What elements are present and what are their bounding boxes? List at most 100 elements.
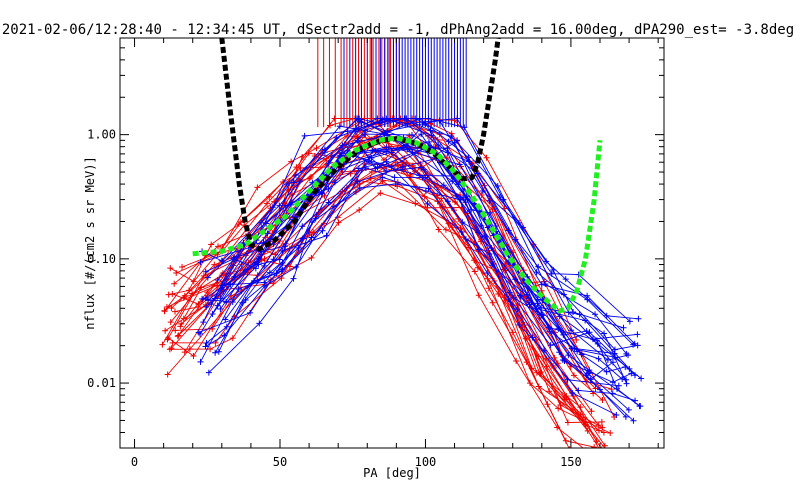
blue-data-point (296, 178, 303, 185)
chart-title: 2021-02-06/12:28:40 - 12:34:45 UT, dSect… (2, 22, 794, 38)
x-axis-label: PA [deg] (363, 466, 421, 480)
red-data-point (335, 219, 342, 226)
red-data-point (215, 243, 222, 250)
red-data-point (161, 308, 168, 315)
blue-data-point (352, 128, 359, 135)
blue-data-point (638, 375, 645, 382)
blue-data-point (204, 274, 211, 281)
red-data-point (406, 132, 413, 139)
blue-data-point (623, 376, 630, 383)
blue-data-point (344, 147, 351, 154)
blue-data-point (419, 174, 426, 181)
x-tick-label: 150 (560, 455, 582, 469)
blue-data-point (205, 369, 212, 376)
blue-data-point (379, 174, 386, 181)
red-data-point (475, 292, 482, 299)
blue-data-point (550, 267, 557, 274)
blue-data-point (565, 352, 572, 359)
red-data-point (186, 345, 193, 352)
blue-data-point (576, 311, 583, 318)
red-data-point (599, 396, 606, 403)
red-data-point (171, 308, 178, 315)
red-data-point (311, 152, 318, 159)
blue-data-point (247, 309, 254, 316)
blue-data-point (541, 347, 548, 354)
blue-data-point (408, 131, 415, 138)
blue-data-point (451, 139, 458, 146)
blue-series-line (202, 147, 614, 380)
red-data-point (543, 363, 550, 370)
blue-data-point (635, 315, 642, 322)
blue-data-point (269, 204, 276, 211)
red-data-point (577, 411, 584, 418)
red-data-point (608, 386, 615, 393)
blue-data-point (512, 276, 519, 283)
blue-data-point (383, 158, 390, 165)
blue-data-point (239, 299, 246, 306)
blue-data-point (369, 147, 376, 154)
red-data-point (306, 175, 313, 182)
blue-data-point (276, 202, 283, 209)
red-data-point (607, 430, 614, 437)
blue-data-point (424, 200, 431, 207)
red-data-point (178, 320, 185, 327)
red-data-point (169, 290, 176, 297)
blue-data-point (547, 342, 554, 349)
blue-data-point (374, 115, 381, 122)
blue-data-point (392, 181, 399, 188)
red-data-point (356, 207, 363, 214)
blue-data-point (535, 263, 542, 270)
red-data-point (377, 190, 384, 197)
blue-data-point (479, 187, 486, 194)
red-data-point (167, 265, 174, 272)
blue-data-point (203, 303, 210, 310)
red-data-point (439, 203, 446, 210)
red-data-point (591, 444, 598, 448)
red-data-point (327, 122, 334, 129)
blue-data-point (489, 262, 496, 269)
blue-data-point (601, 330, 608, 337)
plot-frame (119, 37, 665, 449)
blue-data-point (575, 387, 582, 394)
red-data-point (412, 200, 419, 207)
blue-data-point (614, 385, 621, 392)
blue-data-point (292, 172, 299, 179)
blue-data-point (609, 379, 616, 386)
blue-data-point (195, 329, 202, 336)
red-data-point (162, 327, 169, 334)
blue-data-point (409, 149, 416, 156)
blue-data-point (354, 137, 361, 144)
blue-data-point (533, 269, 540, 276)
red-data-point (570, 372, 577, 379)
red-data-point (167, 319, 174, 326)
blue-data-point (615, 382, 622, 389)
red-data-point (605, 460, 611, 466)
blue-data-point (538, 281, 545, 288)
blue-data-point (623, 350, 630, 357)
blue-data-point (401, 143, 408, 150)
x-tick-label: 0 (131, 455, 138, 469)
blue-data-point (229, 299, 236, 306)
red-data-point (177, 323, 184, 330)
blue-data-point (583, 328, 590, 335)
red-data-point (229, 335, 236, 342)
red-data-point (585, 466, 591, 472)
blue-data-point (200, 319, 207, 326)
blue-data-point (219, 258, 226, 265)
blue-data-point (517, 292, 524, 299)
red-data-point (509, 329, 516, 336)
blue-data-point (231, 273, 238, 280)
blue-data-point (336, 123, 343, 130)
red-data-point (513, 358, 520, 365)
blue-series-line (220, 139, 642, 379)
red-data-point (264, 200, 271, 207)
blue-data-point (632, 372, 639, 379)
blue-data-point (587, 376, 594, 383)
blue-data-point (569, 389, 576, 396)
blue-data-point (486, 251, 493, 258)
blue-data-point (592, 311, 599, 318)
red-data-point (485, 285, 492, 292)
red-data-point (207, 346, 214, 353)
blue-data-point (584, 296, 591, 303)
